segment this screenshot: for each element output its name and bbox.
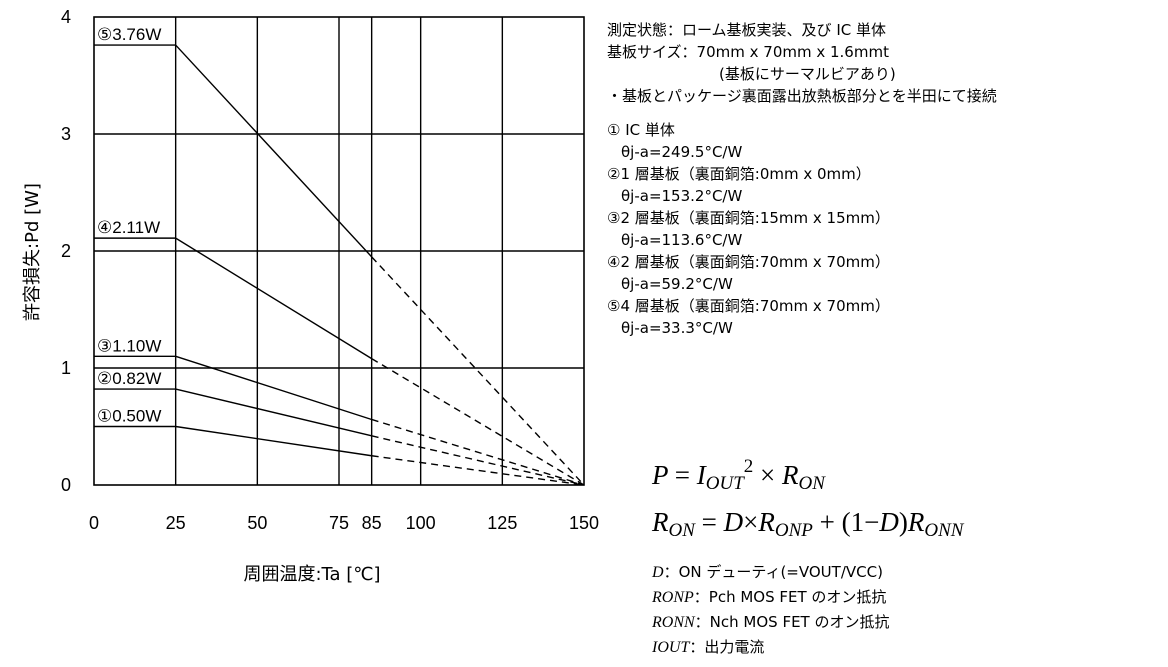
y-tick-3: 3 (61, 124, 71, 144)
condition-item-2: ②1 層基板（裏面銅箔:0mm x 0mm） (607, 165, 871, 183)
power-equations: P = IOUT2 × RON RON = D×RONP + (1−D)RONN (652, 448, 963, 550)
series-label-1: ①0.50W (97, 407, 161, 426)
dashed-segment-2-2 (371, 435, 585, 486)
dashed-segment-5-2 (371, 256, 585, 486)
series-4 (94, 237, 585, 486)
y-tick-1: 1 (61, 358, 71, 378)
plot-frame (93, 16, 585, 486)
x-tick-50: 50 (247, 513, 267, 533)
series-label-3: ③1.10W (97, 336, 161, 355)
series-label-5: ⑤3.76W (97, 25, 161, 44)
y-axis-label: 許容損失:Pd [W] (22, 183, 43, 321)
on-resistance-equation: RON = D×RONP + (1−D)RONN (652, 507, 964, 541)
measurement-notes: 測定状態：ローム基板実装、及び IC 単体 基板サイズ：70mm x 70mm … (607, 19, 1167, 339)
chart-series (94, 44, 585, 486)
condition-theta-4: θj-a=59.2°C/W (621, 275, 733, 293)
dashed-segment-4-2 (371, 358, 585, 486)
definition-ronp: RONP：Pch MOS FET のオン抵抗 (652, 588, 887, 606)
condition-theta-1: θj-a=249.5°C/W (621, 143, 743, 161)
dashed-segment-3-2 (371, 418, 585, 486)
condition-item-5: ⑤4 層基板（裏面銅箔:70mm x 70mm） (607, 297, 890, 315)
solder-note: ・基板とパッケージ裏面露出放熱板部分とを半田にて接続 (607, 87, 997, 105)
x-tick-150: 150 (569, 513, 599, 533)
y-tick-4: 4 (61, 7, 71, 27)
series-3 (94, 355, 585, 486)
line-segment-2-1 (175, 388, 372, 437)
line-segment-1-1 (175, 425, 372, 457)
x-tick-85: 85 (362, 513, 382, 533)
thermal-via-note: (基板にサーマルビアあり) (719, 65, 896, 83)
y-tick-0: 0 (61, 475, 71, 495)
series-label-4: ④2.11W (97, 218, 160, 237)
line-segment-4-1 (175, 237, 373, 360)
condition-theta-5: θj-a=33.3°C/W (621, 319, 733, 337)
definition-iout: IOUT：出力電流 (652, 638, 765, 656)
line-segment-3-1 (175, 355, 372, 421)
x-axis-label: 周囲温度:Ta [℃] (243, 564, 380, 585)
x-tick-100: 100 (406, 513, 436, 533)
condition-theta-3: θj-a=113.6°C/W (621, 231, 743, 249)
board-size: 基板サイズ：70mm x 70mm x 1.6mmt (607, 43, 889, 61)
measurement-condition: 測定状態：ローム基板実装、及び IC 単体 (607, 21, 886, 39)
series-labels: ①0.50W ②0.82W ③1.10W ④2.11W ⑤3.76W (97, 25, 161, 425)
condition-item-4: ④2 層基板（裏面銅箔:70mm x 70mm） (607, 253, 890, 271)
x-tick-25: 25 (166, 513, 186, 533)
x-tick-75: 75 (329, 513, 349, 533)
condition-item-3: ③2 層基板（裏面銅箔:15mm x 15mm） (607, 209, 890, 227)
line-segment-5-1 (175, 44, 373, 258)
definition-duty: D：ON デューティ(=VOUT/VCC) (652, 563, 883, 581)
series-2 (94, 388, 585, 486)
chart-ticks: 0 25 50 75 85 100 125 150 0 1 2 3 4 (61, 7, 599, 533)
condition-theta-2: θj-a=153.2°C/W (621, 187, 743, 205)
chart-grid (93, 16, 585, 486)
symbol-definitions: D：ON デューティ(=VOUT/VCC) RONP：Pch MOS FET の… (652, 560, 890, 660)
x-tick-0: 0 (89, 513, 99, 533)
series-1 (94, 425, 585, 486)
x-tick-125: 125 (487, 513, 517, 533)
y-tick-2: 2 (61, 241, 71, 261)
series-5 (94, 44, 585, 486)
power-dissipation-chart: 0 25 50 75 85 100 125 150 0 1 2 3 4 ①0.50W ②0.82W ③1.1… (22, 7, 599, 585)
series-label-2: ②0.82W (97, 369, 161, 388)
definition-ronn: RONN：Nch MOS FET のオン抵抗 (652, 613, 890, 631)
condition-item-1: ① IC 単体 (607, 121, 675, 139)
power-equation: P = IOUT2 × RON (652, 456, 825, 494)
